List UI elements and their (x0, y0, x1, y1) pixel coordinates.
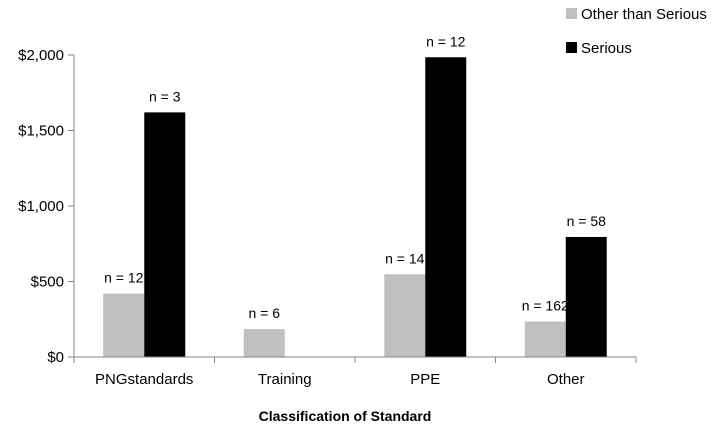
legend-label: Other than Serious (581, 6, 707, 23)
bar (524, 321, 566, 357)
data-label: n = 3 (149, 88, 181, 104)
x-tick-label: Other (547, 371, 585, 388)
data-label: n = 6 (248, 305, 280, 321)
y-tick-label: $1,500 (18, 123, 64, 140)
bar (144, 112, 186, 357)
legend: Other than Serious Serious (566, 6, 707, 57)
y-tick-label: $500 (31, 274, 64, 291)
data-label: n = 162 (522, 298, 569, 314)
data-label: n = 12 (426, 33, 466, 49)
legend-label: Serious (581, 40, 632, 57)
bar (384, 274, 426, 357)
x-tick-label: PPE (410, 371, 440, 388)
bar (565, 236, 607, 357)
axes-layer: $0 $500 $1,000 $1,500 $2,000 PNGstandards Trai… (18, 47, 637, 388)
legend-swatch (566, 8, 577, 19)
x-axis-title: Classification of Standard (259, 408, 432, 424)
legend-swatch (566, 42, 577, 53)
y-tick-label: $2,000 (18, 47, 64, 64)
bar (103, 293, 145, 357)
y-tick-label: $1,000 (18, 198, 64, 215)
x-tick-label: Training (258, 371, 312, 388)
x-tick-label: PNGstandards (95, 371, 193, 388)
data-label: n = 14 (385, 250, 425, 266)
data-label: n = 12 (104, 270, 144, 286)
data-label: n = 58 (567, 213, 607, 229)
bar (243, 329, 285, 357)
bars-layer (103, 57, 607, 357)
data-labels-layer: n = 12 n = 3 n = 6 n = 14 n = 12 n = 162 n = 5… (104, 33, 606, 321)
bar (425, 57, 467, 357)
y-tick-label: $0 (47, 349, 64, 366)
